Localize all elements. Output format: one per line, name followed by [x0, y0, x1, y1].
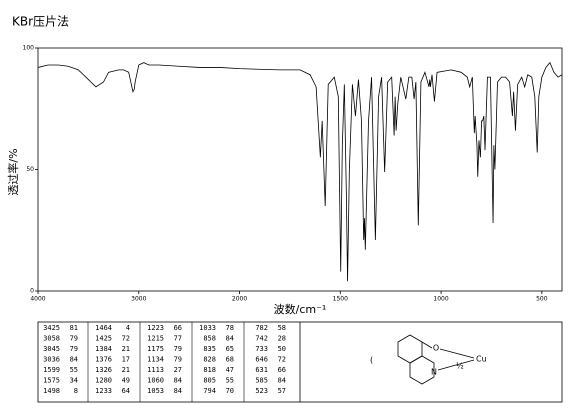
peak-transmittance: 21 — [122, 366, 130, 374]
peak-wavenumber: 1599 — [43, 366, 60, 374]
peak-wavenumber: 742 — [255, 335, 268, 343]
structure-atom: O — [433, 344, 439, 353]
peak-wavenumber: 828 — [203, 356, 216, 364]
peak-wavenumber: 1575 — [43, 377, 60, 385]
y-axis-label: 透过率/% — [6, 148, 20, 195]
spectrum-line — [37, 61, 563, 282]
peak-transmittance: 78 — [226, 324, 234, 332]
peak-transmittance: 28 — [278, 335, 286, 343]
peak-wavenumber: 3036 — [43, 356, 60, 364]
peak-transmittance: 58 — [278, 324, 286, 332]
peak-transmittance: 57 — [278, 387, 286, 395]
peak-transmittance: 84 — [70, 356, 78, 364]
structure — [397, 334, 475, 385]
peak-transmittance: 27 — [174, 366, 182, 374]
peak-wavenumber: 1498 — [43, 387, 60, 395]
peak-transmittance: 66 — [278, 366, 286, 374]
peak-wavenumber: 585 — [255, 377, 268, 385]
peak-wavenumber: 3045 — [43, 345, 60, 353]
y-tick-label: 50 — [26, 166, 34, 173]
peak-transmittance: 64 — [122, 387, 130, 395]
structure-atom: N — [431, 368, 437, 377]
peak-transmittance: 77 — [174, 335, 182, 343]
peak-transmittance: 84 — [226, 335, 234, 343]
plot-frame — [37, 47, 563, 292]
peak-transmittance: 72 — [122, 335, 130, 343]
peak-transmittance: 81 — [70, 324, 78, 332]
peak-transmittance: 79 — [174, 356, 182, 364]
peak-transmittance: 84 — [174, 387, 182, 395]
peak-wavenumber: 523 — [255, 387, 268, 395]
peak-wavenumber: 835 — [203, 345, 216, 353]
peak-wavenumber: 1215 — [147, 335, 164, 343]
peak-wavenumber: 1326 — [95, 366, 112, 374]
peak-wavenumber: 805 — [203, 377, 216, 385]
peak-wavenumber: 1280 — [95, 377, 112, 385]
peak-wavenumber: 1060 — [147, 377, 164, 385]
peak-transmittance: 50 — [278, 345, 286, 353]
peak-transmittance: 8 — [74, 387, 78, 395]
structure-atom: Cu — [476, 355, 487, 364]
peak-transmittance: 55 — [70, 366, 78, 374]
peak-wavenumber: 733 — [255, 345, 268, 353]
peak-wavenumber: 782 — [255, 324, 268, 332]
peak-wavenumber: 1175 — [147, 345, 164, 353]
peak-transmittance: 66 — [174, 324, 182, 332]
peak-wavenumber: 794 — [203, 387, 216, 395]
peak-transmittance: 79 — [70, 345, 78, 353]
bond — [421, 341, 433, 349]
peak-wavenumber: 646 — [255, 356, 268, 364]
peak-transmittance: 21 — [122, 345, 130, 353]
peak-wavenumber: 1134 — [147, 356, 164, 364]
peak-transmittance: 4 — [126, 324, 130, 332]
peak-transmittance: 17 — [122, 356, 130, 364]
peak-transmittance: 65 — [226, 345, 234, 353]
peak-transmittance: 84 — [278, 377, 286, 385]
peak-wavenumber: 631 — [255, 366, 268, 374]
peak-wavenumber: 1376 — [95, 356, 112, 364]
peak-transmittance: 79 — [70, 335, 78, 343]
bond — [437, 359, 475, 371]
peak-wavenumber: 1113 — [147, 366, 164, 374]
peak-wavenumber: 3425 — [43, 324, 60, 332]
peak-transmittance: 84 — [174, 377, 182, 385]
peak-transmittance: 47 — [226, 366, 234, 374]
x-tick-label: 1000 — [433, 296, 448, 303]
peak-wavenumber: 1233 — [95, 387, 112, 395]
peak-transmittance: 34 — [70, 377, 78, 385]
x-tick-label: 3000 — [131, 296, 146, 303]
x-tick-label: 500 — [536, 296, 548, 303]
structure-fraction: ½ — [456, 362, 464, 371]
bond — [439, 348, 475, 359]
peak-wavenumber: 1384 — [95, 345, 112, 353]
ring — [409, 355, 435, 385]
peak-wavenumber: 1425 — [95, 335, 112, 343]
ring — [397, 334, 423, 364]
y-tick-label: 100 — [23, 45, 35, 52]
x-tick-label: 2000 — [232, 296, 247, 303]
peak-transmittance: 70 — [226, 387, 234, 395]
peak-wavenumber: 818 — [203, 366, 216, 374]
y-tick-label: 0 — [30, 288, 34, 295]
peak-wavenumber: 1223 — [147, 324, 164, 332]
peak-transmittance: 79 — [174, 345, 182, 353]
peak-wavenumber: 3058 — [43, 335, 60, 343]
peak-wavenumber: 1033 — [199, 324, 216, 332]
peak-wavenumber: 1053 — [147, 387, 164, 395]
peak-transmittance: 49 — [122, 377, 130, 385]
peak-wavenumber: 1464 — [95, 324, 112, 332]
peak-transmittance: 72 — [278, 356, 286, 364]
x-tick-label: 4000 — [30, 296, 45, 303]
x-tick-label: 1500 — [333, 296, 348, 303]
chart-title: KBr压片法 — [12, 15, 69, 29]
peak-transmittance: 68 — [226, 356, 234, 364]
peak-transmittance: 55 — [226, 377, 234, 385]
x-axis-label: 波数/cm⁻¹ — [274, 303, 327, 316]
structure-paren: ( — [370, 356, 373, 365]
peak-wavenumber: 858 — [203, 335, 216, 343]
